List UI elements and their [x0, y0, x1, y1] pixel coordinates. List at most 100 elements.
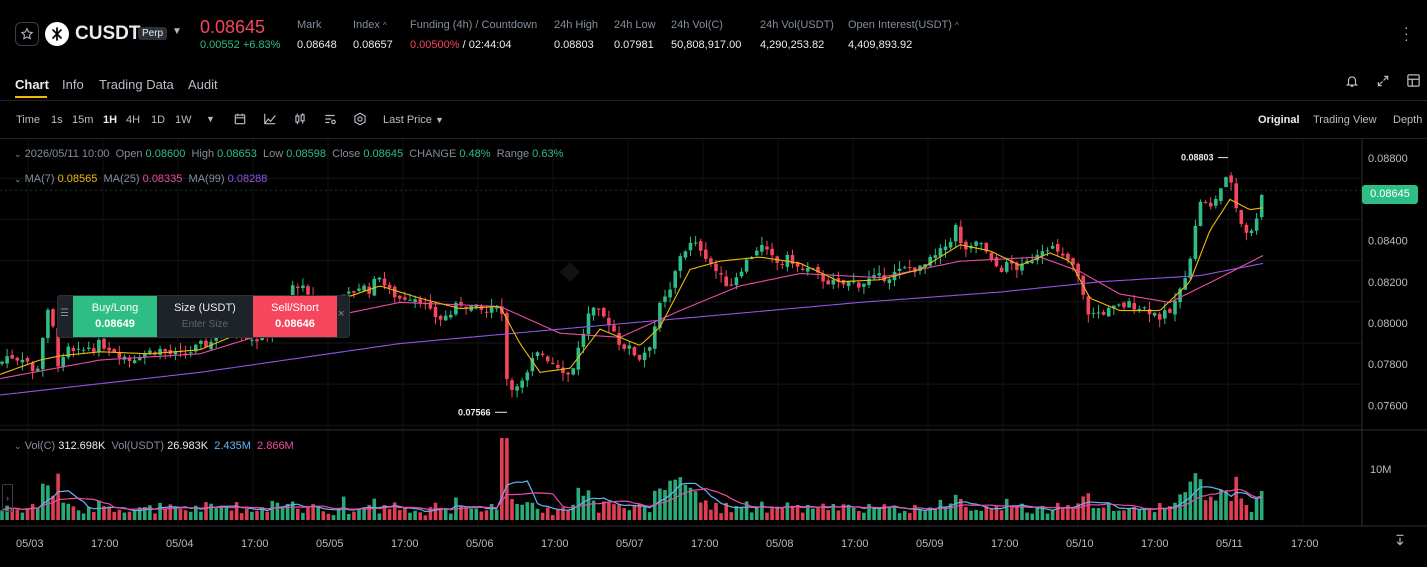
view-trading-view[interactable]: Trading View [1313, 114, 1377, 126]
high-marker-label: 0.08803 [1181, 153, 1214, 163]
tab-chart[interactable]: Chart [15, 77, 49, 92]
candle [948, 241, 953, 248]
favorite-star-button[interactable] [15, 22, 39, 46]
bell-icon[interactable] [1345, 74, 1359, 88]
symbol-dropdown-chevron-icon[interactable]: ▼ [172, 26, 182, 37]
candle-type-icon[interactable] [293, 112, 307, 126]
volume-bar [5, 505, 9, 520]
volume-bar [928, 507, 932, 520]
candle [362, 285, 366, 291]
tab-trading-data[interactable]: Trading Data [99, 77, 174, 92]
low-marker-label: 0.07566 [458, 407, 491, 417]
candle [678, 256, 683, 271]
interval-dropdown-chevron-icon[interactable]: ▼ [206, 114, 215, 124]
volume-bar [81, 513, 86, 520]
volume-bar [959, 498, 963, 520]
volume-bar [846, 504, 851, 520]
candle [1112, 305, 1116, 309]
candle [1040, 251, 1045, 257]
candle [489, 306, 494, 313]
volume-bar [530, 502, 535, 520]
volume-bar [290, 501, 295, 520]
layout-icon[interactable] [1406, 73, 1421, 88]
volume-bar [1061, 507, 1065, 520]
candle [1091, 312, 1096, 314]
interval-1d[interactable]: 1D [151, 114, 166, 126]
volume-bar [770, 506, 774, 520]
volume-bar [489, 503, 494, 520]
candle [97, 339, 101, 352]
volume-bar [505, 438, 509, 520]
stat-index[interactable]: Index ^ 0.08657 [353, 19, 393, 51]
candle [1061, 253, 1065, 256]
candle [1234, 183, 1238, 209]
candle [688, 242, 693, 251]
stat-open-interest[interactable]: Open Interest(USDT) ^ 4,409,893.92 [848, 19, 959, 51]
indicator-icon[interactable] [263, 112, 277, 126]
volume-bar [1112, 510, 1116, 520]
candle [1219, 188, 1223, 201]
more-menu-icon[interactable]: · · · [1404, 19, 1409, 47]
time-axis-label: 17:00 [691, 538, 719, 550]
close-widget-icon[interactable]: × [338, 308, 345, 320]
candle [734, 277, 739, 286]
interval-1s[interactable]: 1s [51, 114, 63, 126]
calendar-icon[interactable] [233, 112, 247, 126]
candle [1163, 310, 1167, 319]
time-axis-label: 17:00 [991, 538, 1019, 550]
volume-bar [714, 502, 718, 520]
volume-bar [15, 509, 20, 520]
buy-long-button[interactable]: Buy/Long 0.08649 [73, 296, 157, 337]
volume-bar [188, 511, 193, 520]
expand-icon[interactable] [1376, 74, 1390, 88]
expand-panel-chevron-icon[interactable]: › [2, 484, 13, 512]
price-chart[interactable]: 0.088000.086000.084000.082000.080000.078… [0, 139, 1427, 567]
interval-1h[interactable]: 1H [103, 114, 118, 126]
volume-bar [214, 507, 218, 520]
candle [1015, 262, 1019, 270]
price-type-select[interactable]: Last Price ▼ [383, 114, 444, 126]
volume-bar [377, 513, 382, 520]
candle [627, 345, 632, 349]
view-depth[interactable]: Depth [1393, 114, 1423, 126]
ma99-line [0, 262, 1264, 396]
volume-bar [35, 507, 40, 520]
candle [5, 356, 9, 364]
candle [698, 241, 703, 251]
volume-bar [362, 508, 366, 520]
tab-info[interactable]: Info [62, 77, 84, 92]
volume-bar [148, 505, 152, 520]
symbol-name[interactable]: CUSDT [75, 23, 141, 44]
candle [35, 368, 40, 371]
candle [163, 349, 167, 352]
size-input[interactable]: Size (USDT) Enter Size [174, 302, 236, 330]
settings-icon[interactable] [353, 112, 367, 126]
candle [1229, 175, 1233, 183]
volume-bar [1173, 502, 1177, 520]
volume-bar [953, 494, 958, 520]
volume-bar [663, 489, 667, 520]
candle [1152, 312, 1157, 316]
interval-15m[interactable]: 15m [72, 114, 94, 126]
volume-bar [321, 511, 326, 520]
tab-audit[interactable]: Audit [188, 77, 218, 92]
drag-handle-icon[interactable]: ☰ [60, 308, 69, 319]
sell-short-button[interactable]: Sell/Short 0.08646 [253, 296, 337, 337]
volume-bar [25, 508, 30, 520]
candle [1168, 308, 1172, 313]
view-original[interactable]: Original [1258, 114, 1300, 126]
candle [862, 283, 866, 287]
drawing-tools-icon[interactable] [323, 112, 337, 126]
volume-bar [10, 508, 14, 520]
volume-bar [127, 511, 132, 520]
interval-4h[interactable]: 4H [126, 114, 141, 126]
volume-bar [760, 501, 764, 520]
price-axis-label: 0.08400 [1368, 236, 1408, 248]
volume-bar [571, 504, 575, 520]
scroll-to-latest-icon[interactable] [1393, 533, 1407, 547]
interval-time[interactable]: Time [16, 114, 41, 126]
volume-bar [755, 507, 759, 520]
volume-bar [627, 510, 632, 520]
volume-bar [1030, 513, 1034, 520]
interval-1w[interactable]: 1W [175, 114, 192, 126]
